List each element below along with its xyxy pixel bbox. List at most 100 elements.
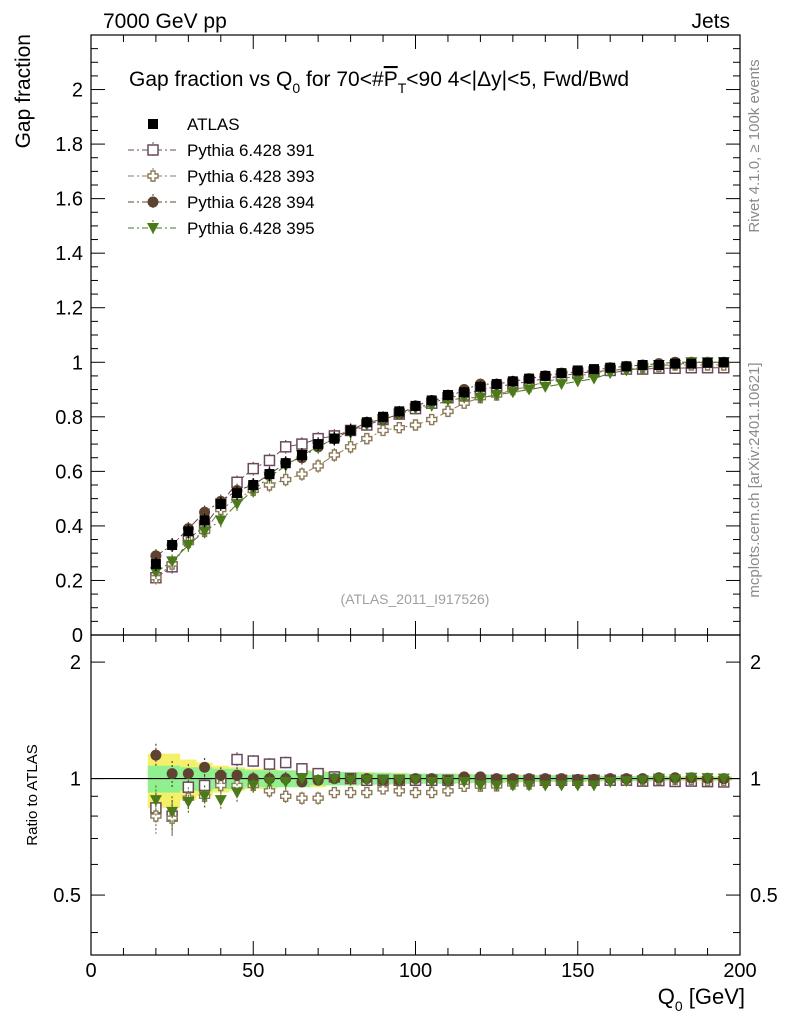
data-point-atlas [588,364,599,375]
ratio-point-pythia-6-428-395 [425,776,438,788]
ratio-point-pythia-6-428-395 [571,780,584,792]
ratio-point-pythia-6-428-395 [360,775,373,787]
ratio-y-tick-label: 2 [70,652,81,674]
ratio-y-axis-label: Ratio to ATLAS [24,744,41,845]
data-point-pythia-6-428-395 [587,373,600,385]
ratio-point-pythia-6-428-395 [555,780,568,792]
main-y-tick-label: 0.6 [55,461,83,483]
data-point-atlas [426,395,437,406]
data-point-pythia-6-428-391 [296,438,308,450]
data-point-atlas [670,358,681,369]
data-point-atlas [540,370,551,381]
data-point-pythia-6-428-393 [442,405,454,418]
data-point-atlas [361,417,372,428]
ratio-point-pythia-6-428-395 [474,780,487,792]
data-point-pythia-6-428-393 [426,413,438,426]
ratio-point-pythia-6-428-393 [393,785,405,797]
data-point-atlas [524,373,535,384]
data-point-atlas [702,357,713,368]
legend-label-pythia-6-428-394: Pythia 6.428 394 [187,193,315,212]
data-point-atlas [410,400,421,411]
ratio-point-pythia-6-428-393 [150,810,162,822]
ratio-point-pythia-6-428-393 [377,783,389,795]
data-point-pythia-6-428-394 [199,506,211,518]
ratio-point-pythia-6-428-395 [636,775,649,787]
ratio-point-pythia-6-428-393 [426,786,438,799]
ratio-point-pythia-6-428-395 [490,780,503,792]
data-point-atlas [556,368,567,379]
ratio-point-pythia-6-428-393 [263,785,276,797]
main-y-tick-label: 0.2 [55,570,83,592]
data-point-pythia-6-428-393 [312,460,324,472]
ratio-y-tick-label-right: 1 [750,769,761,791]
data-point-pythia-6-428-393 [328,449,341,461]
ratio-point-pythia-6-428-393 [215,779,227,792]
ratio-point-pythia-6-428-395 [295,773,308,785]
ratio-point-pythia-6-428-395 [539,780,552,792]
data-point-atlas [459,387,470,398]
data-point-atlas [572,365,583,376]
ratio-point-pythia-6-428-395 [247,780,260,792]
ratio-point-pythia-6-428-395 [685,772,698,784]
series-line-pythia-6-428-393 [155,364,724,579]
ratio-point-pythia-6-428-395 [393,775,406,787]
ratio-point-pythia-6-428-393 [312,792,324,804]
legend: ATLAS Pythia 6.428 391 Pythia 6.428 393 Pyt… [128,115,315,238]
data-point-atlas [296,450,307,460]
data-point-atlas [280,458,291,469]
ratio-point-pythia-6-428-393 [361,786,373,799]
analysis-id-label: (ATLAS_2011_I917526) [341,591,490,607]
ratio-point-pythia-6-428-395 [701,773,714,785]
main-y-tick-label: 0.8 [55,407,83,429]
ratio-point-pythia-6-428-395 [279,776,292,788]
ratio-point-pythia-6-428-394 [215,769,227,781]
data-point-pythia-6-428-391 [247,462,259,475]
data-point-atlas [329,433,340,444]
data-point-atlas [475,381,486,392]
ratio-y-tick-label: 1 [70,769,81,791]
ratio-point-pythia-6-428-395 [506,780,519,792]
data-point-pythia-6-428-393 [409,419,422,431]
ratio-point-pythia-6-428-395 [458,776,471,788]
data-point-pythia-6-428-395 [231,499,244,511]
ratio-plot-panel: Ratio to ATLAS Q0 [GeV] 0 50 100 150 200 0.5 0… [24,634,778,1014]
ratio-point-pythia-6-428-395 [312,775,325,787]
legend-marker-pythia-6-428-391 [147,144,159,156]
data-point-pythia-6-428-393 [280,473,292,486]
ratio-point-pythia-6-428-393 [442,785,454,797]
main-y-axis-label: Gap fraction [12,34,35,148]
ratio-point-pythia-6-428-391 [231,753,243,766]
ratio-point-pythia-6-428-395 [587,780,600,792]
main-y-tick-label: 1.8 [55,134,83,156]
legend-label-pythia-6-428-393: Pythia 6.428 393 [187,167,315,186]
main-y-tick-label: 2 [72,80,83,102]
x-axis-label: Q0 [GeV] [658,984,745,1014]
ratio-point-pythia-6-428-395 [604,776,617,788]
category-label: Jets [691,10,730,33]
energy-label: 7000 GeV pp [103,10,227,33]
data-point-atlas [378,411,389,422]
data-point-pythia-6-428-395 [149,567,162,579]
data-point-atlas [232,488,243,499]
ratio-point-pythia-6-428-395 [620,776,633,788]
ratio-point-pythia-6-428-394 [231,769,243,781]
data-point-pythia-6-428-395 [474,392,487,404]
data-point-pythia-6-428-395 [198,526,211,538]
main-y-tick-label: 1.6 [55,189,83,211]
data-point-atlas [718,357,729,368]
data-point-pythia-6-428-395 [214,515,227,527]
ratio-point-pythia-6-428-395 [214,795,227,807]
rivet-label: Rivet 4.1.0, ≥ 100k events [746,59,763,232]
data-point-pythia-6-428-393 [344,441,357,453]
x-tick-label: 150 [561,960,594,982]
data-point-atlas [264,469,275,480]
main-plot-panel: Gap fraction vs Q0 for 70<#PT<90 4<|Δy|<… [12,34,741,647]
ratio-y-tick-label: 0.5 [53,885,81,907]
data-point-atlas [686,358,697,369]
main-y-tick-label: 1.2 [55,298,83,320]
x-tick-label: 0 [85,960,96,982]
ratio-point-pythia-6-428-391 [296,763,308,775]
data-point-pythia-6-428-394 [150,550,162,562]
ratio-point-pythia-6-428-395 [523,780,536,792]
